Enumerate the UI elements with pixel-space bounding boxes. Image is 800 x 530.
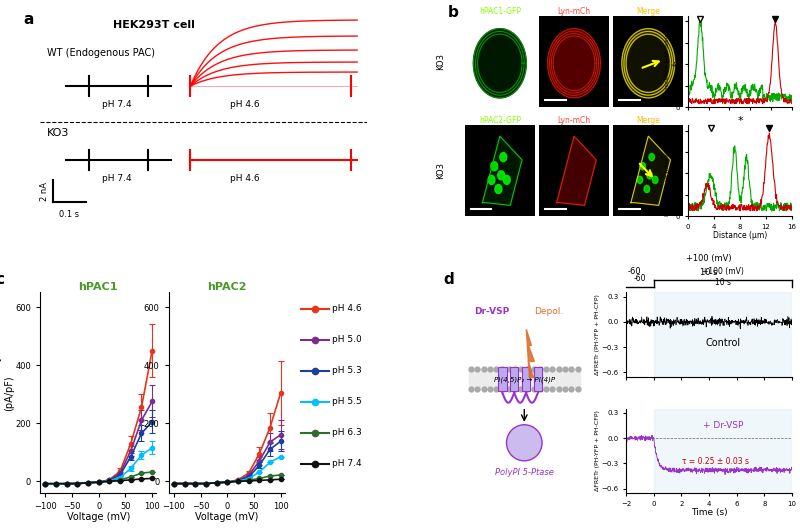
Y-axis label: Current density
(pA/pF): Current density (pA/pF) xyxy=(0,355,14,430)
X-axis label: Time (s): Time (s) xyxy=(690,508,727,517)
Text: pH 4.6: pH 4.6 xyxy=(230,174,259,183)
Text: +100 (mV): +100 (mV) xyxy=(686,254,732,263)
Title: hPAC2: hPAC2 xyxy=(207,282,246,292)
Text: *: * xyxy=(738,116,743,126)
Text: pH 5.3: pH 5.3 xyxy=(332,366,362,375)
Bar xyxy=(654,293,792,377)
Text: -60: -60 xyxy=(628,267,642,276)
Circle shape xyxy=(644,186,650,192)
Text: pH 7.4: pH 7.4 xyxy=(332,460,362,469)
Text: Control: Control xyxy=(706,338,741,348)
Circle shape xyxy=(498,171,505,180)
Circle shape xyxy=(653,176,658,183)
Title: Merge: Merge xyxy=(636,116,660,125)
Bar xyxy=(654,409,792,493)
X-axis label: Voltage (mV): Voltage (mV) xyxy=(66,513,130,523)
Text: KO3: KO3 xyxy=(46,128,69,138)
Text: +100 (mV): +100 (mV) xyxy=(702,268,744,277)
Circle shape xyxy=(500,153,506,162)
Text: pH 5.0: pH 5.0 xyxy=(332,335,362,344)
Y-axis label: Fluorescence Intensity (a.u.): Fluorescence Intensity (a.u.) xyxy=(665,16,670,107)
Circle shape xyxy=(490,162,498,171)
Polygon shape xyxy=(557,136,596,206)
Text: PI(4,5)P₂ → PI(4)P: PI(4,5)P₂ → PI(4)P xyxy=(494,376,555,383)
Polygon shape xyxy=(631,136,670,206)
Text: Depol.: Depol. xyxy=(534,306,563,315)
Bar xyxy=(534,367,542,391)
Bar xyxy=(498,367,506,391)
Text: b: b xyxy=(448,5,458,20)
Text: pH 4.6: pH 4.6 xyxy=(332,304,362,313)
Text: 10 s: 10 s xyxy=(700,268,718,277)
Circle shape xyxy=(647,172,653,179)
X-axis label: Distance (μm): Distance (μm) xyxy=(713,232,767,240)
Title: Lyn-mCh: Lyn-mCh xyxy=(558,116,590,125)
Title: hPAC2-GFP: hPAC2-GFP xyxy=(479,116,521,125)
Circle shape xyxy=(495,184,502,193)
Text: 10 s: 10 s xyxy=(715,278,731,287)
Polygon shape xyxy=(474,29,526,98)
Text: pH 7.4: pH 7.4 xyxy=(102,100,132,109)
Text: pH 4.6: pH 4.6 xyxy=(230,100,259,109)
Title: Merge: Merge xyxy=(636,7,660,16)
Text: pH 6.3: pH 6.3 xyxy=(332,428,362,437)
Text: -60: -60 xyxy=(634,274,646,283)
Text: pH 7.4: pH 7.4 xyxy=(102,174,132,183)
Ellipse shape xyxy=(506,425,542,461)
Text: HEK293T cell: HEK293T cell xyxy=(114,20,195,30)
Polygon shape xyxy=(548,29,601,98)
Y-axis label: ΔFRETr (PH-YFP + PH-CFP): ΔFRETr (PH-YFP + PH-CFP) xyxy=(595,294,600,375)
Polygon shape xyxy=(526,329,534,377)
X-axis label: Voltage (mV): Voltage (mV) xyxy=(195,513,258,523)
Text: d: d xyxy=(444,272,454,287)
Circle shape xyxy=(637,176,642,183)
Bar xyxy=(522,367,530,391)
Text: WT (Endogenous PAC): WT (Endogenous PAC) xyxy=(46,48,154,58)
Polygon shape xyxy=(482,136,522,206)
Y-axis label: ΔFRETr (PH-YFP + PH-CFP): ΔFRETr (PH-YFP + PH-CFP) xyxy=(595,410,600,491)
Text: c: c xyxy=(0,272,5,287)
Polygon shape xyxy=(622,29,674,98)
Text: PolyPI 5-Ptase: PolyPI 5-Ptase xyxy=(495,469,554,478)
Text: 0.1 s: 0.1 s xyxy=(59,210,79,219)
Circle shape xyxy=(649,154,654,161)
Circle shape xyxy=(503,175,510,184)
Title: hPAC1: hPAC1 xyxy=(78,282,118,292)
Text: Dr-VSP: Dr-VSP xyxy=(474,306,510,315)
Text: pH 5.5: pH 5.5 xyxy=(332,397,362,406)
Text: τ = 0.25 ± 0.03 s: τ = 0.25 ± 0.03 s xyxy=(682,457,750,466)
Title: Lyn-mCh: Lyn-mCh xyxy=(558,7,590,16)
Circle shape xyxy=(640,163,646,170)
Text: KO3: KO3 xyxy=(436,162,446,179)
Y-axis label: Fluorescence Intensity (a.u.): Fluorescence Intensity (a.u.) xyxy=(665,126,670,216)
Text: KO3: KO3 xyxy=(436,53,446,70)
Text: 2 nA: 2 nA xyxy=(40,182,49,201)
Text: a: a xyxy=(24,12,34,27)
Text: + Dr-VSP: + Dr-VSP xyxy=(702,421,743,430)
Circle shape xyxy=(488,175,495,184)
Title: hPAC1-GFP: hPAC1-GFP xyxy=(479,7,521,16)
Bar xyxy=(510,367,518,391)
